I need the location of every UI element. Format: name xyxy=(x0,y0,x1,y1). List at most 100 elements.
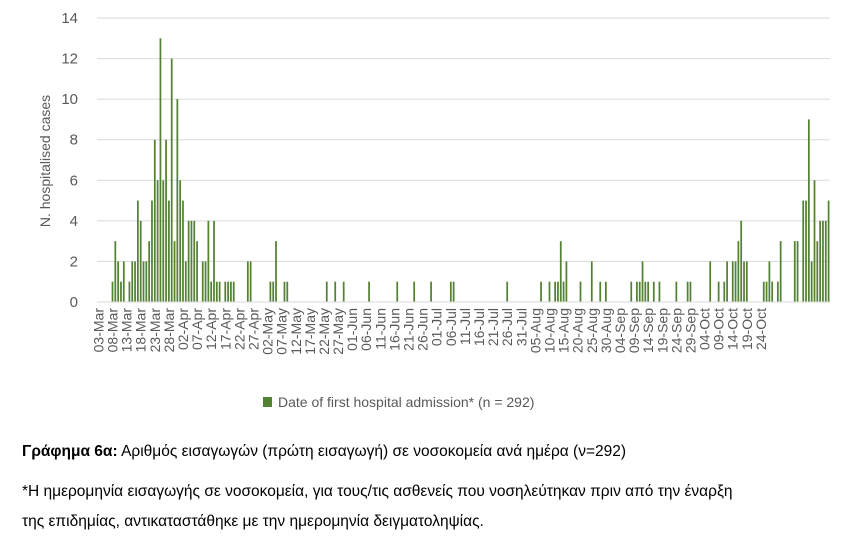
figure-text: Αριθμός εισαγωγών (πρώτη εισαγωγή) σε νο… xyxy=(117,443,627,460)
y-tick-label: 0 xyxy=(70,294,78,311)
bar xyxy=(709,261,712,302)
bar xyxy=(658,281,661,302)
x-tick-label: 12-Apr xyxy=(203,308,219,350)
bar xyxy=(731,261,734,302)
x-tick-label: 31-Jul xyxy=(513,308,529,346)
x-tick-label: 15-Aug xyxy=(556,308,572,353)
bar xyxy=(137,200,139,302)
bar xyxy=(590,261,593,302)
x-tick-label: 27-May xyxy=(330,308,346,355)
bar xyxy=(740,220,743,302)
bar xyxy=(122,261,125,302)
y-tick-label: 2 xyxy=(70,253,78,270)
y-tick-label: 10 xyxy=(61,91,78,108)
bar xyxy=(824,220,827,302)
x-tick-label: 23-Mar xyxy=(147,308,163,353)
x-tick-labels: 03-Mar08-Mar13-Mar18-Mar23-Mar28-Mar02-A… xyxy=(90,308,769,355)
bar xyxy=(176,99,179,302)
bar xyxy=(269,281,272,302)
bar xyxy=(689,281,692,302)
x-tick-label: 21-Jun xyxy=(401,308,417,351)
x-tick-label: 16-Jun xyxy=(386,308,402,351)
bar xyxy=(557,281,559,302)
x-tick-label: 09-Sep xyxy=(626,308,642,353)
x-tick-label: 28-Mar xyxy=(161,308,177,353)
bar xyxy=(334,281,337,302)
bar xyxy=(170,58,173,302)
bar xyxy=(816,241,819,302)
bar xyxy=(249,261,252,302)
x-tick-label: 10-Aug xyxy=(542,308,558,353)
x-tick-label: 07-Apr xyxy=(189,308,205,350)
x-tick-label: 22-Apr xyxy=(231,308,247,350)
bar xyxy=(717,281,720,302)
x-tick-label: 07-May xyxy=(274,308,290,355)
bar xyxy=(156,180,159,302)
bar xyxy=(131,261,134,302)
bar xyxy=(153,139,156,302)
x-tick-label: 06-Jul xyxy=(443,308,459,346)
bar xyxy=(636,281,638,302)
bar xyxy=(813,180,816,302)
bar xyxy=(686,281,689,302)
figure-caption: Γράφημα 6α: Αριθμός εισαγωγών (πρώτη εισ… xyxy=(22,442,842,462)
bar xyxy=(272,281,275,302)
x-tick-label: 14-Sep xyxy=(640,308,656,353)
bar xyxy=(644,281,647,302)
x-tick-label: 03-Mar xyxy=(90,308,106,353)
bar xyxy=(765,281,768,302)
bar xyxy=(111,281,114,302)
x-tick-label: 29-Sep xyxy=(682,308,698,353)
bar xyxy=(162,180,165,302)
bar xyxy=(565,261,568,302)
bar xyxy=(771,281,774,302)
x-tick-label: 25-Aug xyxy=(584,308,600,353)
x-tick-label: 05-Aug xyxy=(527,308,543,353)
bar xyxy=(134,261,136,302)
y-axis-label: N. hospitalised cases xyxy=(37,95,53,227)
x-tick-label: 02-May xyxy=(260,308,276,355)
bar xyxy=(246,261,249,302)
x-tick-label: 22-May xyxy=(316,308,332,355)
bar xyxy=(452,281,455,302)
x-tick-label: 12-May xyxy=(288,308,304,355)
bar xyxy=(506,281,509,302)
bars xyxy=(111,38,830,303)
x-tick-label: 20-Aug xyxy=(570,308,586,353)
bar xyxy=(148,241,151,302)
x-tick-label: 19-Oct xyxy=(739,308,755,350)
bar xyxy=(638,281,641,302)
bar xyxy=(117,261,120,302)
bar xyxy=(599,281,602,302)
x-tick-label: 17-May xyxy=(302,308,318,355)
x-tick-label: 06-Jun xyxy=(358,308,374,351)
bar xyxy=(207,220,210,302)
bar xyxy=(193,220,196,302)
bar xyxy=(605,281,607,302)
y-tick-label: 14 xyxy=(61,10,78,27)
bar xyxy=(805,200,807,302)
bar xyxy=(159,38,162,302)
y-tick-labels: 0 2 4 6 8 10 12 14 xyxy=(61,10,78,311)
x-tick-label: 01-Jul xyxy=(429,308,445,346)
bar xyxy=(430,281,432,302)
bar xyxy=(413,281,416,302)
bar xyxy=(548,281,551,302)
bar xyxy=(827,200,830,302)
x-tick-label: 09-Oct xyxy=(711,308,727,350)
bar xyxy=(187,220,190,302)
bar xyxy=(283,281,286,302)
y-tick-label: 8 xyxy=(70,132,78,149)
bar xyxy=(779,241,782,302)
bar xyxy=(743,261,745,302)
bar xyxy=(286,281,289,302)
bar xyxy=(796,241,799,302)
bar xyxy=(201,261,204,302)
bar xyxy=(190,220,193,302)
y-tick-label: 6 xyxy=(70,172,78,189)
bar-chart: 0 2 4 6 8 10 12 14 03-Mar08-Mar13-Mar18-Mar23-M… xyxy=(37,10,830,410)
bar xyxy=(745,261,748,302)
x-tick-label: 27-Apr xyxy=(246,308,262,350)
x-tick-label: 26-Jul xyxy=(499,308,515,346)
bar xyxy=(776,281,779,302)
